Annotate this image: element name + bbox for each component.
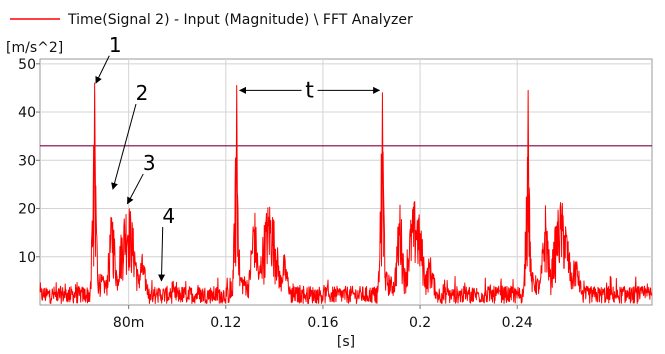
annotation-arrow	[111, 103, 137, 190]
period-label: t	[305, 78, 314, 103]
legend-text: Time(Signal 2) - Input (Magnitude) \ FFT…	[67, 12, 413, 28]
annotation-label: 4	[162, 204, 175, 228]
annotation-label: 3	[143, 151, 156, 175]
x-tick-label: 80m	[113, 315, 144, 331]
annotation-label: 2	[136, 81, 149, 105]
y-tick-label: 20	[18, 202, 36, 218]
y-tick-label: 40	[18, 105, 36, 121]
x-tick-label: 0.2	[409, 315, 431, 331]
x-axis-label: [s]	[337, 334, 355, 350]
x-tick-label: 0.16	[307, 315, 338, 331]
annotation-arrow	[126, 173, 144, 205]
annotation-label: 1	[109, 33, 122, 57]
y-unit-label: [m/s^2]	[6, 40, 63, 56]
x-tick-label: 0.24	[502, 315, 533, 331]
signal-line	[39, 82, 653, 305]
period-label-bg	[301, 76, 318, 105]
y-tick-label: 10	[18, 250, 36, 266]
axis-ticks: 10 20 30 40 50 80m 0.12 0.16 0.2 0.24	[18, 57, 533, 331]
annotations: 12 3 4 t	[95, 33, 381, 282]
x-tick-label: 0.12	[210, 315, 241, 331]
legend: Time(Signal 2) - Input (Magnitude) \ FFT…	[10, 12, 413, 28]
y-tick-label: 30	[18, 153, 36, 169]
annotation-arrow	[95, 55, 110, 84]
annotation-arrow	[158, 226, 166, 282]
series-group	[39, 82, 653, 305]
y-tick-label: 50	[18, 57, 36, 73]
